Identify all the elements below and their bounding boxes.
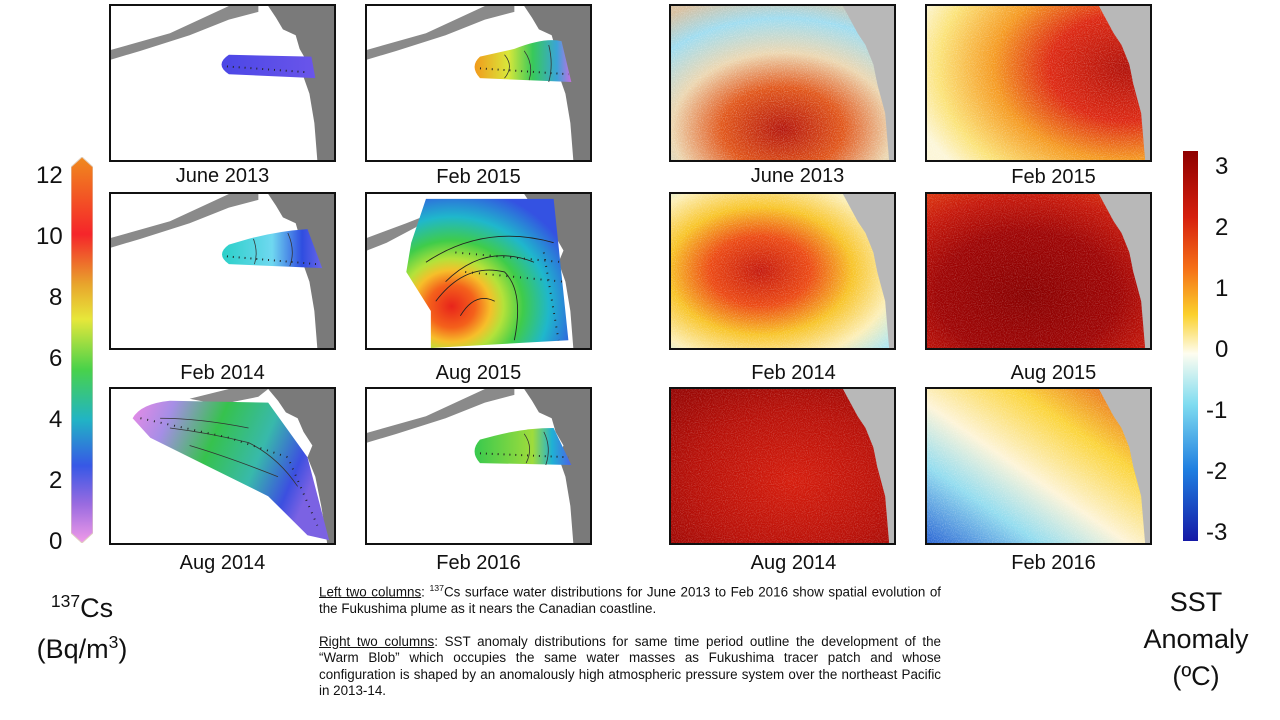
sst-map-june-2013	[669, 4, 896, 162]
cs-tick: 12	[36, 162, 63, 189]
cs-unit-label: 137Cs (Bq/m3)	[36, 591, 128, 664]
sst-map-aug-2015	[925, 192, 1152, 350]
alaska-land	[111, 6, 259, 60]
alaska-land	[367, 6, 515, 60]
sst-panel-date: Feb 2014	[751, 362, 836, 384]
sst-panel-date: Aug 2014	[750, 552, 837, 574]
cs-tick: 8	[49, 284, 63, 311]
contour-lines	[253, 232, 293, 267]
cs-panel-date: Aug 2014	[179, 552, 266, 574]
coastline-land	[842, 389, 894, 543]
sst-map-feb-2016	[925, 387, 1152, 545]
coastline-land	[524, 389, 590, 543]
cs-map-aug-2014	[109, 387, 336, 545]
contour-lines	[425, 235, 554, 341]
cs-plume	[222, 229, 323, 269]
coastline-land	[268, 389, 334, 543]
cs-map-june-2013	[109, 4, 336, 162]
cs-plume	[474, 427, 572, 466]
coastline-land	[842, 6, 894, 160]
coastline-land	[1098, 389, 1150, 543]
cs-map-aug-2015	[365, 192, 592, 350]
cs-map-feb-2015	[365, 4, 592, 162]
sst-panel-date: Feb 2016	[1011, 552, 1096, 574]
coastline-land	[524, 194, 590, 348]
sst-panel-date: Aug 2015	[1010, 362, 1097, 384]
cs-panel-date: Feb 2015	[436, 166, 521, 188]
figure-caption: Left two columns: 137Cs surface water di…	[319, 580, 941, 716]
cs-plume	[474, 40, 572, 83]
sst-unit-label: SST Anomaly (ºC)	[1143, 587, 1249, 691]
cs-tick: 4	[49, 406, 63, 433]
sst-panel-date: June 2013	[750, 165, 845, 187]
cs-map-feb-2016	[365, 387, 592, 545]
sst-tick: -3	[1206, 519, 1228, 546]
sst-colorbar	[1183, 151, 1198, 541]
sst-tick: -1	[1206, 397, 1228, 424]
sst-tick: 3	[1215, 153, 1229, 180]
sst-map-feb-2015	[925, 4, 1152, 162]
cs-colorbar	[70, 156, 94, 544]
sst-tick: -2	[1206, 458, 1228, 485]
contour-lines	[504, 44, 552, 83]
cs-panel-date: Feb 2016	[436, 552, 521, 574]
cs-tick: 0	[49, 528, 63, 555]
cs-plume	[406, 198, 569, 348]
cs-panel-date: June 2013	[175, 165, 270, 187]
alaska-land	[189, 389, 269, 405]
contour-lines	[523, 431, 549, 466]
cs-map-feb-2014	[109, 192, 336, 350]
sst-tick: 0	[1215, 336, 1229, 363]
alaska-land	[367, 215, 426, 251]
cs-tick: 10	[36, 223, 63, 250]
alaska-land	[111, 194, 259, 248]
sst-tick: 1	[1215, 275, 1229, 302]
cs-tick: 2	[49, 467, 63, 494]
sst-map-aug-2014	[669, 387, 896, 545]
cs-panel-date: Feb 2014	[180, 362, 265, 384]
coastline-land	[1098, 6, 1150, 160]
sst-tick: 2	[1215, 214, 1229, 241]
sst-map-feb-2014	[669, 192, 896, 350]
coastline-land	[268, 6, 334, 160]
sst-panel-date: Feb 2015	[1011, 166, 1096, 188]
coastline-land	[268, 194, 334, 348]
alaska-land	[367, 389, 515, 443]
coastline-land	[842, 194, 894, 348]
cs-plume	[132, 400, 330, 541]
caption-left: Left two columns: 137Cs surface water di…	[319, 583, 942, 617]
coastline-land	[524, 6, 590, 160]
coastline-land	[1098, 194, 1150, 348]
cs-plume	[221, 54, 316, 79]
cs-panel-date: Aug 2015	[435, 362, 522, 384]
cs-tick: 6	[49, 345, 63, 372]
caption-right: Right two columns: SST anomaly distribut…	[319, 633, 941, 699]
contour-lines	[160, 417, 298, 487]
